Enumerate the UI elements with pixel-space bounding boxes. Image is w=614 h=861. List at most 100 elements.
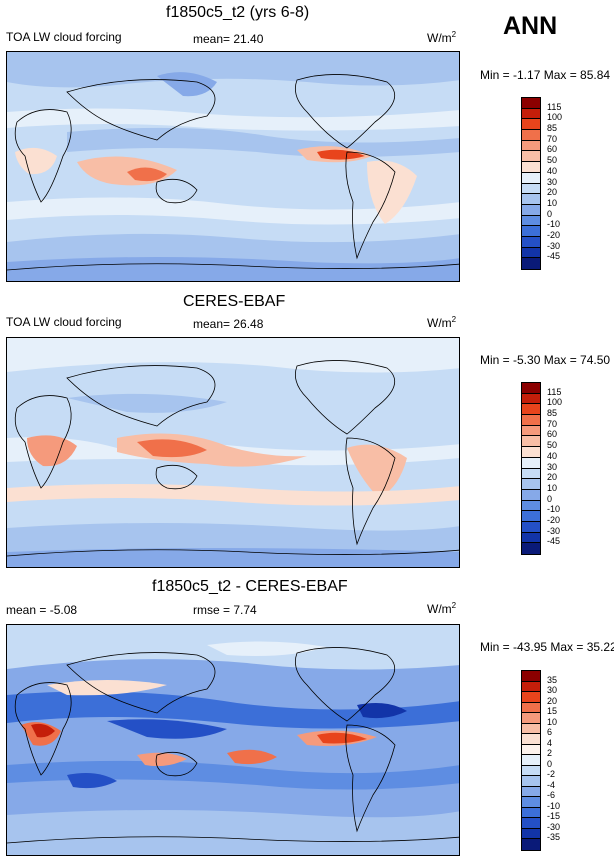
colorbar-swatch — [522, 415, 540, 426]
colorbar-swatch — [522, 226, 540, 237]
colorbar-tick-label: 10 — [547, 482, 558, 493]
colorbar-tick-label: 115 — [547, 386, 562, 397]
colorbar-tick-label: -10 — [547, 219, 561, 230]
colorbar-swatch — [522, 489, 540, 501]
colorbar-tick-label: 15 — [547, 706, 558, 717]
colorbar-swatch — [522, 151, 540, 163]
colorbar-swatch — [522, 702, 540, 714]
colorbar-tick-label: -10 — [547, 504, 561, 515]
colorbar-tick-label: 70 — [547, 133, 558, 144]
colorbar-swatch — [522, 258, 540, 269]
colorbar-tick-label: 10 — [547, 716, 558, 727]
colorbar-swatch — [522, 532, 540, 544]
colorbar-swatch — [522, 215, 540, 227]
colorbar-swatch — [522, 713, 540, 724]
colorbar-tick-label: 0 — [547, 493, 553, 504]
colorbar-tick-label: 60 — [547, 144, 558, 155]
mean-label: mean= 26.48 — [193, 317, 264, 331]
colorbar-swatch — [522, 744, 540, 756]
map-diff — [6, 624, 460, 856]
colorbar-tick-label: 20 — [547, 187, 558, 198]
left-label: TOA LW cloud forcing — [6, 30, 122, 44]
colorbar-tick-label: 6 — [547, 727, 553, 738]
colorbar-tick-label: -35 — [547, 832, 561, 843]
colorbar-tick-label: 70 — [547, 418, 558, 429]
colorbar-tick-label: -2 — [547, 769, 556, 780]
colorbar-tick-label: 0 — [547, 758, 553, 769]
colorbar-tick-label: -45 — [547, 251, 561, 262]
colorbar — [521, 97, 541, 270]
colorbar-swatch — [522, 500, 540, 512]
colorbar-tick-label: 30 — [547, 461, 558, 472]
colorbar-swatch — [522, 404, 540, 416]
colorbar-swatch — [522, 162, 540, 173]
colorbar-tick-label: 0 — [547, 208, 553, 219]
colorbar-tick-label: 40 — [547, 450, 558, 461]
colorbar-tick-label: 85 — [547, 408, 558, 419]
colorbar-swatch — [522, 425, 540, 437]
colorbar-tick-label: 20 — [547, 695, 558, 706]
colorbar-swatch — [522, 247, 540, 259]
contour-map — [7, 338, 459, 567]
contour-map — [7, 625, 459, 855]
colorbar-tick-label: -10 — [547, 800, 561, 811]
colorbar-tick-label: 30 — [547, 176, 558, 187]
colorbar-swatch — [522, 734, 540, 745]
colorbar-swatch — [522, 183, 540, 195]
colorbar-swatch — [522, 194, 540, 205]
colorbar-swatch — [522, 839, 540, 850]
colorbar-swatch — [522, 765, 540, 777]
colorbar-swatch — [522, 776, 540, 787]
colorbar-tick-label: 20 — [547, 472, 558, 483]
colorbar-tick-label: 10 — [547, 197, 558, 208]
colorbar-swatch — [522, 797, 540, 808]
colorbar-swatch — [522, 511, 540, 522]
contour-map — [7, 52, 459, 281]
colorbar-tick-label: 100 — [547, 112, 563, 123]
colorbar-tick-label: 115 — [547, 101, 562, 112]
panel-title: f1850c5_t2 (yrs 6-8) — [166, 4, 310, 21]
colorbar-swatch — [522, 807, 540, 819]
colorbar-swatch — [522, 98, 540, 109]
colorbar-swatch — [522, 140, 540, 152]
map-obs — [6, 337, 460, 568]
left-label: TOA LW cloud forcing — [6, 315, 122, 329]
colorbar-swatch — [522, 393, 540, 405]
colorbar-swatch — [522, 436, 540, 448]
colorbar-swatch — [522, 479, 540, 490]
colorbar-tick-label: 60 — [547, 429, 558, 440]
colorbar-tick-label: 100 — [547, 397, 563, 408]
colorbar-tick-label: 4 — [547, 737, 553, 748]
colorbar-tick-label: -30 — [547, 525, 561, 536]
colorbar-tick-label: -45 — [547, 536, 561, 547]
panel-title: f1850c5_t2 - CERES-EBAF — [152, 578, 348, 595]
min-max-label: Min = -5.30 Max = 74.50 — [480, 353, 611, 367]
colorbar-swatch — [522, 818, 540, 829]
colorbar-swatch — [522, 543, 540, 554]
colorbar-swatch — [522, 108, 540, 120]
colorbar-swatch — [522, 681, 540, 693]
colorbar-swatch — [522, 457, 540, 469]
colorbar-swatch — [522, 755, 540, 766]
colorbar-tick-label: 40 — [547, 165, 558, 176]
colorbar-tick-label: -20 — [547, 514, 561, 525]
min-max-label: Min = -43.95 Max = 35.22 — [480, 640, 614, 654]
colorbar-tick-label: -6 — [547, 790, 556, 801]
units-label: W/m2 — [427, 601, 457, 616]
panel-title: CERES-EBAF — [183, 293, 286, 310]
colorbar-tick-label: -30 — [547, 821, 561, 832]
mean-label: mean= 21.40 — [193, 32, 264, 46]
colorbar-tick-label: 35 — [547, 674, 558, 685]
colorbar-swatch — [522, 383, 540, 394]
colorbar-swatch — [522, 172, 540, 184]
colorbar-tick-label: 2 — [547, 748, 553, 759]
map-model — [6, 51, 460, 282]
mean-label: mean = -5.08 — [6, 603, 78, 617]
colorbar-tick-label: -4 — [547, 779, 556, 790]
rmse-label: rmse = 7.74 — [193, 603, 257, 617]
colorbar-swatch — [522, 468, 540, 480]
colorbar — [521, 382, 541, 555]
colorbar-swatch — [522, 723, 540, 735]
colorbar-tick-label: -30 — [547, 240, 561, 251]
season-label: ANN — [503, 12, 558, 40]
